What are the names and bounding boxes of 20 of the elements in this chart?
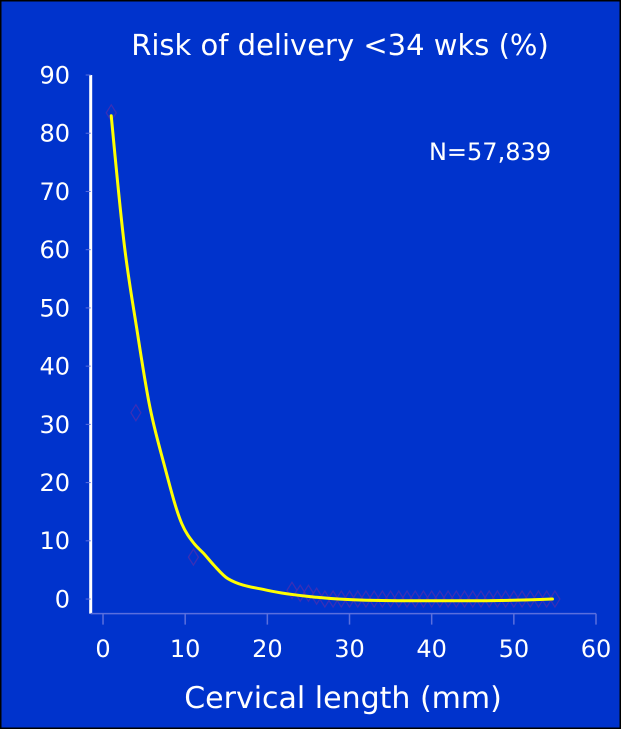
y-tick-label: 30 — [39, 410, 70, 439]
x-tick-label: 0 — [95, 635, 111, 663]
y-tick-label: 20 — [39, 468, 70, 497]
x-axis-title: Cervical length (mm) — [184, 681, 502, 716]
y-tick-label: 90 — [39, 61, 70, 90]
y-tick-label: 70 — [39, 178, 70, 206]
x-tick-label: 40 — [416, 635, 447, 663]
x-tick-label: 20 — [252, 635, 283, 663]
x-tick-label: 50 — [498, 635, 530, 663]
x-tick-label: 30 — [334, 635, 365, 663]
y-tick-label: 50 — [39, 294, 70, 322]
y-tick-label: 0 — [54, 585, 70, 614]
y-tick-label: 10 — [39, 527, 70, 556]
x-tick-label: 60 — [580, 635, 612, 663]
x-tick-label: 10 — [170, 635, 200, 663]
annotation: N=57,839 — [428, 138, 552, 166]
y-axis-title: Risk of delivery <34 wks (%) — [131, 28, 549, 62]
y-tick-label: 80 — [39, 120, 70, 148]
y-tick-label: 40 — [39, 352, 70, 381]
y-tick-label: 60 — [39, 236, 70, 264]
